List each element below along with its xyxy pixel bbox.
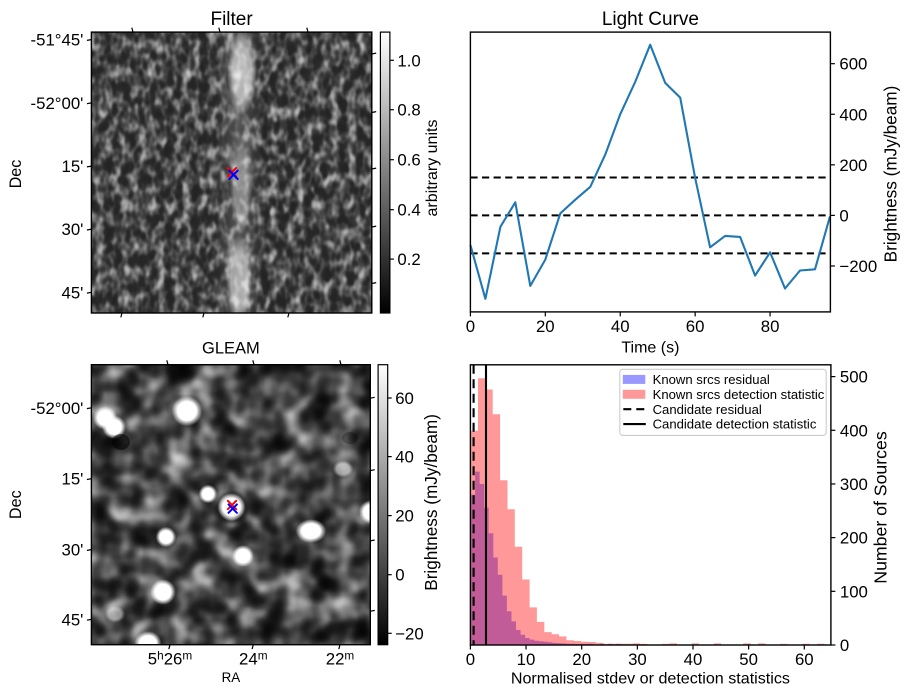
svg-text:10: 10 — [517, 650, 536, 669]
svg-text:Light Curve: Light Curve — [602, 9, 699, 30]
svg-text:40: 40 — [684, 650, 703, 669]
svg-text:45': 45' — [62, 610, 84, 629]
svg-text:0.8: 0.8 — [397, 101, 420, 120]
svg-text:Time (s): Time (s) — [621, 340, 679, 357]
svg-text:20: 20 — [536, 317, 555, 336]
svg-text:−20: −20 — [395, 624, 423, 643]
svg-text:200: 200 — [839, 156, 867, 175]
svg-text:30: 30 — [628, 650, 647, 669]
svg-text:Brightness (mJy/beam): Brightness (mJy/beam) — [421, 414, 441, 591]
svg-text:200: 200 — [840, 529, 868, 548]
svg-text:60: 60 — [795, 650, 814, 669]
svg-text:40: 40 — [611, 317, 630, 336]
svg-text:arbitrary units: arbitrary units — [424, 120, 441, 217]
svg-text:Candidate residual: Candidate residual — [653, 402, 762, 417]
svg-text:400: 400 — [840, 421, 868, 440]
svg-text:30': 30' — [62, 220, 84, 239]
svg-text:Normalised stdev or detection: Normalised stdev or detection statistics — [511, 670, 790, 688]
svg-text:45': 45' — [62, 283, 84, 302]
svg-text:-52°00': -52°00' — [31, 94, 84, 113]
svg-text:400: 400 — [839, 105, 867, 124]
svg-text:80: 80 — [761, 317, 780, 336]
svg-text:-51°45': -51°45' — [31, 31, 84, 50]
svg-text:0: 0 — [839, 206, 848, 225]
svg-text:20: 20 — [572, 650, 591, 669]
svg-text:100: 100 — [840, 582, 868, 601]
svg-text:15': 15' — [62, 470, 84, 489]
svg-text:0.4: 0.4 — [397, 201, 420, 220]
svg-text:500: 500 — [840, 368, 868, 387]
svg-text:40: 40 — [395, 448, 414, 467]
svg-text:60: 60 — [395, 389, 414, 408]
svg-text:Candidate detection statistic: Candidate detection statistic — [653, 417, 817, 432]
svg-text:30': 30' — [62, 541, 84, 560]
svg-text:Filter: Filter — [210, 9, 253, 30]
svg-text:Number of Sources: Number of Sources — [870, 431, 890, 584]
svg-text:Known srcs residual: Known srcs residual — [653, 372, 770, 387]
svg-text:0: 0 — [466, 317, 475, 336]
svg-text:0.2: 0.2 — [397, 250, 420, 269]
svg-text:600: 600 — [839, 55, 867, 74]
svg-text:Dec: Dec — [7, 160, 25, 189]
svg-text:0: 0 — [466, 650, 475, 669]
svg-text:−200: −200 — [839, 257, 877, 276]
svg-text:Dec: Dec — [7, 490, 25, 519]
svg-text:Known srcs detection statistic: Known srcs detection statistic — [653, 387, 825, 402]
svg-text:60: 60 — [686, 317, 705, 336]
svg-text:1.0: 1.0 — [397, 51, 420, 70]
svg-text:50: 50 — [739, 650, 758, 669]
svg-text:300: 300 — [840, 475, 868, 494]
svg-text:GLEAM: GLEAM — [202, 340, 260, 358]
svg-text:0.6: 0.6 — [397, 151, 420, 170]
svg-text:20: 20 — [395, 507, 414, 526]
svg-text:Brightness (mJy/beam): Brightness (mJy/beam) — [881, 86, 901, 263]
svg-text:15': 15' — [62, 157, 84, 176]
svg-text:0: 0 — [840, 636, 849, 655]
svg-text:-52°00': -52°00' — [31, 399, 84, 418]
svg-text:RA: RA — [222, 670, 241, 685]
svg-text:0: 0 — [395, 566, 404, 585]
